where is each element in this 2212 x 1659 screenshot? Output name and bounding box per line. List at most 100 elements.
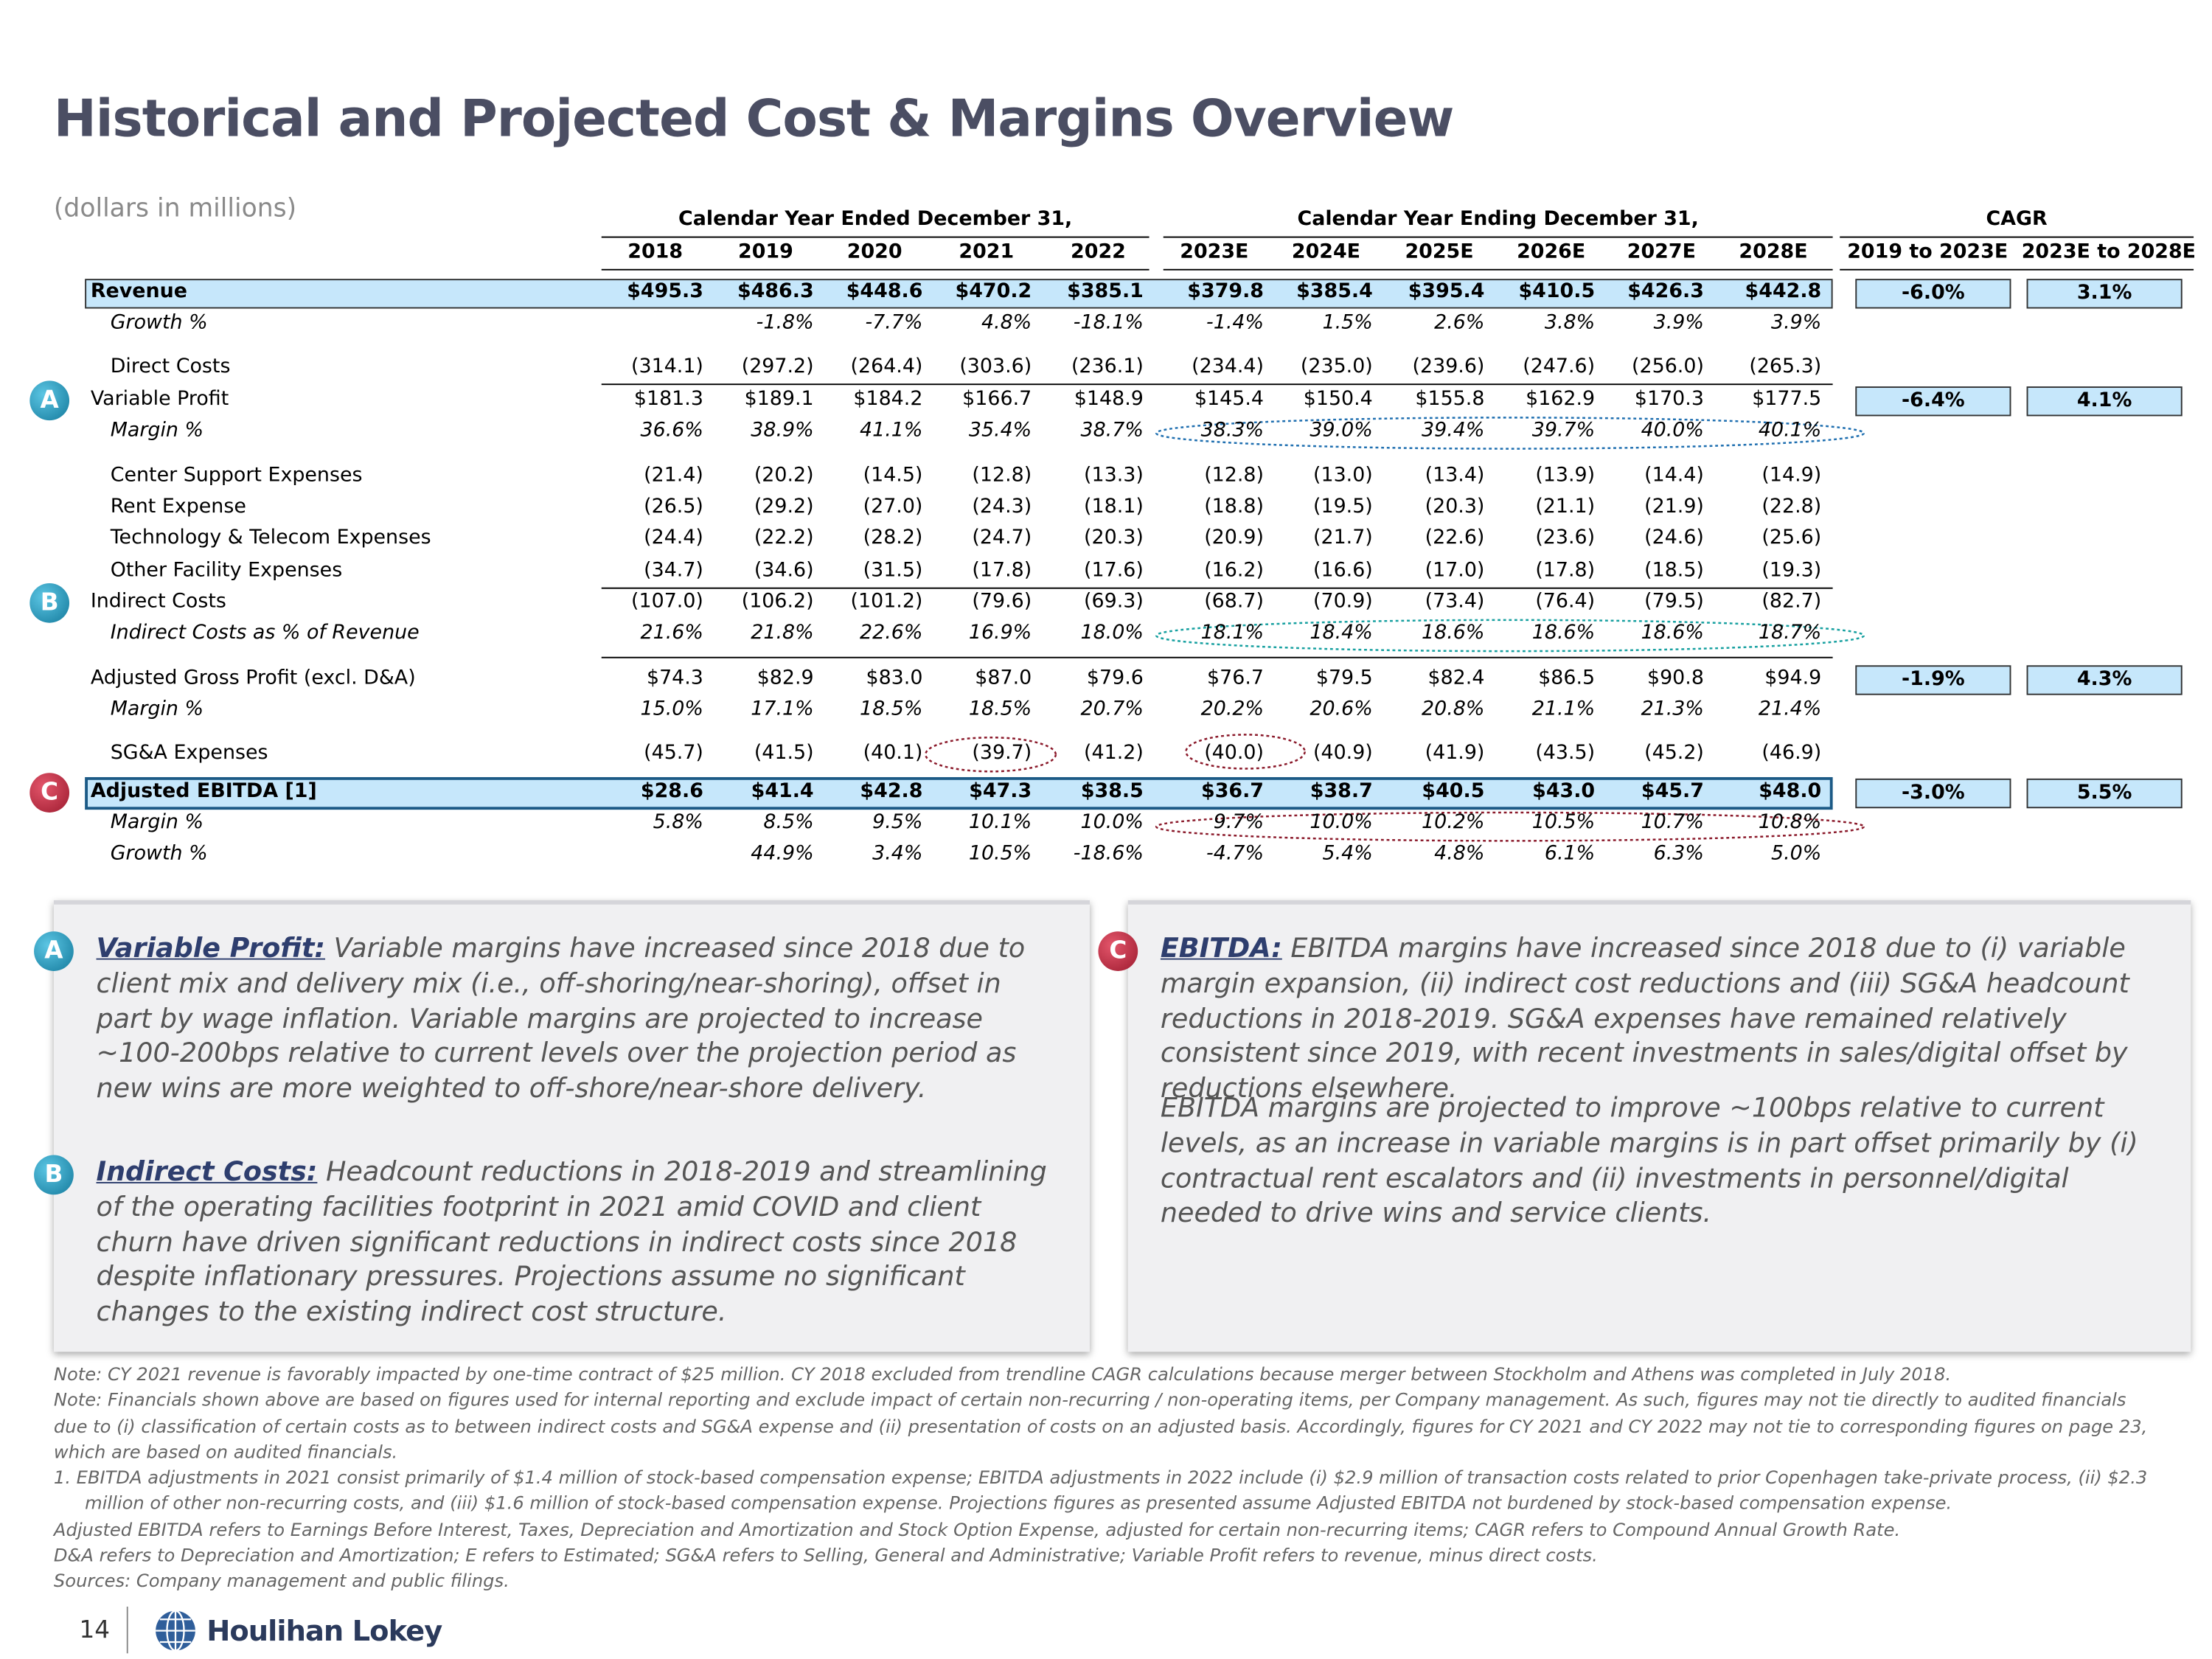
table-cell: 3.8% (1544, 311, 1596, 335)
table-cell: 4.8% (1434, 842, 1485, 865)
footnote: Note: Financials shown above are based o… (53, 1388, 2148, 1462)
row-badge: B (29, 582, 70, 623)
table-cell: (27.0) (863, 495, 923, 518)
table-cell: (22.6) (1425, 526, 1485, 549)
table-cell: 10.2% (1422, 811, 1485, 834)
callout-panel (1127, 900, 2191, 1352)
table-cell: (28.2) (863, 526, 923, 549)
table-cell: -18.6% (1073, 842, 1144, 865)
cagr-box: -6.4% (1855, 386, 2011, 417)
table-cell: (19.5) (1312, 495, 1373, 518)
table-cell: 35.4% (968, 419, 1032, 442)
group-header: CAGR (1986, 208, 2048, 231)
table-cell: 20.2% (1200, 698, 1265, 721)
table-cell: 18.5% (860, 698, 923, 721)
column-header: 2023E (1180, 240, 1249, 264)
row-label: Indirect Costs as % of Revenue (110, 621, 420, 644)
table-cell: 10.0% (1310, 811, 1373, 834)
table-cell: $150.4 (1303, 388, 1373, 411)
table-cell: $36.7 (1200, 779, 1265, 803)
table-cell: (24.4) (644, 526, 703, 549)
cagr-box: 5.5% (2026, 778, 2183, 809)
table-cell: (16.2) (1204, 559, 1265, 582)
table-cell: 39.4% (1422, 419, 1485, 442)
row-rule (601, 383, 1833, 386)
highlight-row (85, 776, 1833, 810)
table-cell: $38.7 (1310, 779, 1373, 803)
row-label: Technology & Telecom Expenses (110, 526, 431, 549)
table-cell: 21.8% (751, 621, 814, 644)
table-cell: $410.5 (1518, 280, 1596, 303)
table-cell: $385.1 (1067, 280, 1144, 303)
group-rule (1163, 236, 1833, 238)
callout-badge: A (34, 931, 74, 971)
table-cell: $395.4 (1408, 280, 1485, 303)
table-cell: (29.2) (754, 495, 814, 518)
table-cell: 40.1% (1758, 419, 1822, 442)
table-cell: 3.4% (872, 842, 923, 865)
row-label: Margin % (110, 811, 204, 834)
table-cell: 22.6% (860, 621, 923, 644)
row-badge: A (29, 380, 70, 421)
table-cell: 20.8% (1422, 698, 1485, 721)
cagr-box: -6.0% (1855, 279, 2011, 309)
cagr-value: -3.0% (1902, 781, 1965, 804)
table-cell: 39.7% (1531, 419, 1596, 442)
table-cell: $385.4 (1296, 280, 1373, 303)
highlight-ellipse (1185, 734, 1306, 770)
cagr-value: 4.3% (2076, 668, 2132, 691)
table-cell: $90.8 (1646, 667, 1704, 689)
callout-heading: Indirect Costs: (96, 1156, 318, 1188)
table-cell: (21.4) (644, 464, 703, 487)
table-cell: $45.7 (1641, 779, 1704, 803)
table-cell: $170.3 (1634, 388, 1704, 411)
table-cell: (16.6) (1312, 559, 1373, 582)
cagr-value: -6.0% (1902, 282, 1965, 305)
group-header: Calendar Year Ending December 31, (1297, 208, 1699, 231)
table-cell: (21.1) (1535, 495, 1596, 518)
table-cell: 5.4% (1322, 842, 1373, 865)
table-cell: (70.9) (1312, 590, 1373, 613)
table-cell: (76.4) (1535, 590, 1596, 613)
table-cell: $379.8 (1187, 280, 1265, 303)
table-cell: (26.5) (644, 495, 703, 518)
row-label: Revenue (90, 280, 187, 303)
table-cell: 18.6% (1641, 621, 1704, 644)
callout-heading: EBITDA: (1160, 933, 1282, 964)
table-cell: (22.8) (1761, 495, 1822, 518)
table-cell: (314.1) (631, 355, 703, 378)
row-label: Margin % (110, 419, 204, 442)
table-cell: $40.5 (1422, 779, 1485, 803)
group-header: Calendar Year Ended December 31, (678, 208, 1073, 231)
footnote: Adjusted EBITDA refers to Earnings Befor… (53, 1518, 1901, 1540)
column-header: 2024E (1291, 240, 1361, 264)
table-cell: (20.9) (1204, 526, 1265, 549)
table-cell: (17.6) (1084, 559, 1144, 582)
row-rule (601, 587, 1833, 589)
table-cell: (297.2) (741, 355, 814, 378)
table-cell: 1.5% (1322, 311, 1373, 335)
table-cell: 41.1% (860, 419, 923, 442)
callout-text: Variable Profit: Variable margins have i… (97, 931, 1037, 1107)
table-cell: $43.0 (1532, 779, 1596, 803)
cagr-value: -1.9% (1902, 668, 1965, 691)
table-cell: 20.6% (1310, 698, 1373, 721)
table-cell: (79.5) (1644, 590, 1704, 613)
table-cell: (21.7) (1312, 526, 1373, 549)
column-header: 2022 (1071, 240, 1126, 264)
table-cell: (41.9) (1425, 741, 1485, 765)
row-label: Direct Costs (110, 355, 231, 378)
table-cell: (14.9) (1761, 464, 1822, 487)
table-cell: (256.0) (1632, 355, 1704, 378)
table-cell: (39.7) (972, 741, 1032, 765)
footnote: 1. EBITDA adjustments in 2021 consist pr… (53, 1467, 2148, 1514)
table-cell: (21.9) (1644, 495, 1704, 518)
table-cell: 10.7% (1641, 811, 1704, 834)
footnote: Sources: Company management and public f… (53, 1570, 509, 1592)
table-cell: 18.1% (1200, 621, 1265, 644)
table-cell: (24.7) (972, 526, 1032, 549)
table-cell: 21.4% (1758, 698, 1822, 721)
table-cell: (69.3) (1084, 590, 1144, 613)
